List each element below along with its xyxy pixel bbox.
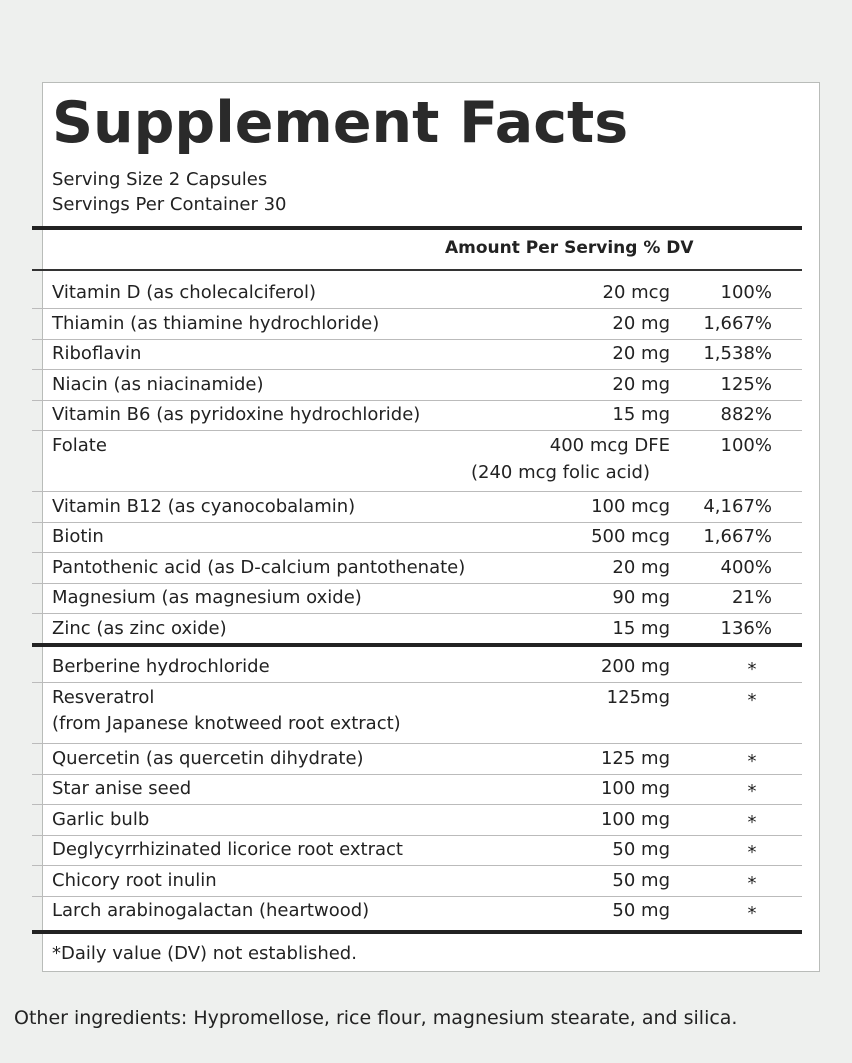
ingredient-name: Quercetin (as quercetin dihydrate) — [52, 747, 364, 769]
daily-value: 125% — [720, 373, 772, 395]
row-rule — [32, 834, 802, 836]
ingredient-name: Niacin (as niacinamide) — [52, 373, 264, 395]
servings-per-container: Servings Per Container 30 — [52, 194, 287, 215]
ingredient-name: Thiamin (as thiamine hydrochloride) — [52, 312, 380, 334]
section-rule — [32, 930, 802, 934]
ingredient-name: Deglycyrrhizinated licorice root extract — [52, 839, 403, 860]
amount: 100 mg — [600, 778, 670, 799]
amount: 50 mg — [612, 900, 670, 921]
daily-value: * — [747, 903, 757, 924]
daily-value: 882% — [720, 404, 772, 425]
amount: 500 mcg — [591, 526, 670, 547]
ingredient-note: (from Japanese knotweed root extract) — [52, 712, 401, 734]
daily-value: 136% — [720, 617, 772, 639]
ingredient-name: Vitamin D (as cholecalciferol) — [52, 282, 317, 303]
daily-value: 100% — [720, 282, 772, 303]
amount: 20 mg — [612, 373, 670, 395]
row-rule — [32, 682, 802, 684]
daily-value: * — [747, 842, 757, 863]
amount: 50 mg — [612, 869, 670, 891]
daily-value: * — [747, 750, 757, 772]
amount: 20 mg — [612, 343, 670, 364]
rule — [32, 269, 802, 271]
daily-value: 4,167% — [703, 495, 772, 517]
daily-value: 400% — [720, 556, 772, 578]
daily-value: * — [747, 659, 757, 680]
amount: 20 mcg — [602, 282, 670, 303]
row-rule — [32, 865, 802, 867]
amount-note: (240 mcg folic acid) — [470, 461, 650, 483]
ingredient-name: Larch arabinogalactan (heartwood) — [52, 900, 370, 921]
daily-value: 1,538% — [703, 343, 772, 364]
daily-value: 100% — [720, 434, 772, 456]
column-header: Amount Per Serving % DV — [445, 238, 694, 258]
amount: 20 mg — [612, 312, 670, 334]
footnote: *Daily value (DV) not established. — [52, 943, 357, 964]
row-rule — [32, 743, 802, 745]
ingredient-name: Resveratrol — [52, 686, 155, 708]
other-ingredients: Other ingredients: Hypromellose, rice fl… — [14, 1007, 738, 1029]
ingredient-name: Berberine hydrochloride — [52, 656, 270, 677]
amount: 125 mg — [600, 747, 670, 769]
daily-value: 1,667% — [703, 526, 772, 547]
ingredient-name: Pantothenic acid (as D-calcium pantothen… — [52, 556, 466, 578]
ingredient-name: Folate — [52, 434, 107, 456]
amount: 20 mg — [612, 556, 670, 578]
amount: 15 mg — [612, 617, 670, 639]
ingredient-name: Riboflavin — [52, 343, 142, 364]
daily-value: * — [747, 811, 757, 833]
rule — [32, 226, 802, 230]
amount: 200 mg — [600, 656, 670, 677]
ingredient-name: Vitamin B6 (as pyridoxine hydrochloride) — [52, 404, 421, 425]
row-rule — [32, 773, 802, 775]
title: Supplement Facts — [52, 90, 629, 156]
row-rule — [32, 521, 802, 523]
row-rule — [32, 895, 802, 897]
facts-panel — [42, 82, 820, 972]
serving-size: Serving Size 2 Capsules — [52, 169, 268, 190]
row-rule — [32, 338, 802, 340]
daily-value: 1,667% — [703, 312, 772, 334]
ingredient-name: Biotin — [52, 526, 104, 547]
row-rule — [32, 399, 802, 401]
ingredient-name: Star anise seed — [52, 778, 192, 799]
amount: 50 mg — [612, 839, 670, 860]
ingredient-name: Vitamin B12 (as cyanocobalamin) — [52, 495, 356, 517]
ingredient-name: Garlic bulb — [52, 808, 150, 830]
row-rule — [32, 369, 802, 371]
amount: 100 mcg — [591, 495, 670, 517]
row-rule — [32, 613, 802, 615]
amount: 125mg — [606, 686, 670, 708]
daily-value: * — [747, 781, 757, 802]
row-rule — [32, 582, 802, 584]
ingredient-name: Chicory root inulin — [52, 869, 217, 891]
section-rule — [32, 643, 802, 647]
amount: 15 mg — [612, 404, 670, 425]
amount: 100 mg — [600, 808, 670, 830]
row-rule — [32, 430, 802, 432]
ingredient-name: Zinc (as zinc oxide) — [52, 617, 227, 639]
row-rule — [32, 491, 802, 493]
daily-value: * — [747, 689, 757, 711]
row-rule — [32, 308, 802, 310]
daily-value: * — [747, 872, 757, 894]
amount: 90 mg — [612, 587, 670, 608]
row-rule — [32, 552, 802, 554]
ingredient-name: Magnesium (as magnesium oxide) — [52, 587, 362, 608]
row-rule — [32, 804, 802, 806]
daily-value: 21% — [731, 587, 772, 608]
amount: 400 mcg DFE — [549, 434, 670, 456]
